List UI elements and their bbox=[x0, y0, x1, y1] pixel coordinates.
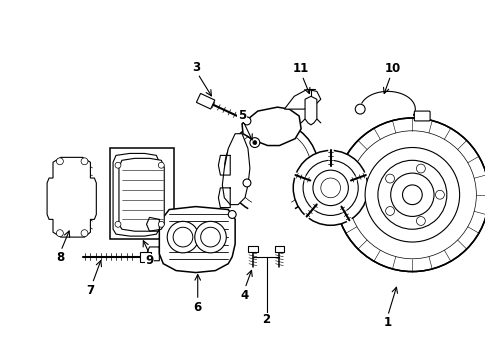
Circle shape bbox=[252, 141, 256, 145]
Polygon shape bbox=[47, 157, 96, 237]
Circle shape bbox=[56, 158, 63, 165]
Circle shape bbox=[335, 118, 488, 271]
Circle shape bbox=[56, 230, 63, 237]
Text: 9: 9 bbox=[145, 254, 153, 267]
Text: 7: 7 bbox=[86, 284, 94, 297]
Circle shape bbox=[416, 164, 425, 173]
Circle shape bbox=[385, 207, 394, 215]
Text: 1: 1 bbox=[383, 316, 391, 329]
Polygon shape bbox=[284, 89, 320, 109]
Text: 4: 4 bbox=[241, 289, 248, 302]
Polygon shape bbox=[159, 207, 235, 273]
Circle shape bbox=[167, 221, 198, 253]
FancyBboxPatch shape bbox=[413, 111, 429, 121]
Polygon shape bbox=[119, 158, 164, 231]
Polygon shape bbox=[274, 246, 284, 252]
Circle shape bbox=[115, 221, 121, 227]
Circle shape bbox=[243, 117, 250, 125]
Text: 5: 5 bbox=[238, 108, 245, 122]
Circle shape bbox=[158, 221, 164, 227]
Circle shape bbox=[158, 162, 164, 168]
Circle shape bbox=[194, 221, 226, 253]
Text: 10: 10 bbox=[384, 62, 400, 75]
Circle shape bbox=[303, 160, 358, 215]
Text: 3: 3 bbox=[191, 61, 200, 74]
Circle shape bbox=[293, 150, 367, 225]
Circle shape bbox=[435, 190, 444, 199]
Polygon shape bbox=[140, 252, 151, 262]
Circle shape bbox=[416, 217, 425, 225]
Polygon shape bbox=[242, 107, 301, 145]
Circle shape bbox=[243, 179, 250, 187]
Bar bbox=[110, 148, 174, 239]
Polygon shape bbox=[247, 246, 257, 252]
Text: 11: 11 bbox=[292, 62, 308, 75]
Text: 8: 8 bbox=[56, 251, 64, 264]
Circle shape bbox=[115, 162, 121, 168]
Circle shape bbox=[365, 148, 459, 242]
Text: 2: 2 bbox=[262, 313, 270, 326]
Circle shape bbox=[320, 178, 340, 198]
Circle shape bbox=[249, 138, 259, 148]
Polygon shape bbox=[305, 96, 316, 125]
Circle shape bbox=[402, 185, 421, 204]
Circle shape bbox=[81, 230, 88, 237]
Polygon shape bbox=[222, 134, 249, 204]
Circle shape bbox=[385, 174, 394, 183]
Polygon shape bbox=[196, 94, 214, 109]
Polygon shape bbox=[113, 153, 159, 236]
Circle shape bbox=[228, 211, 236, 219]
Text: 6: 6 bbox=[193, 301, 202, 314]
Circle shape bbox=[81, 158, 88, 165]
Circle shape bbox=[355, 104, 365, 114]
